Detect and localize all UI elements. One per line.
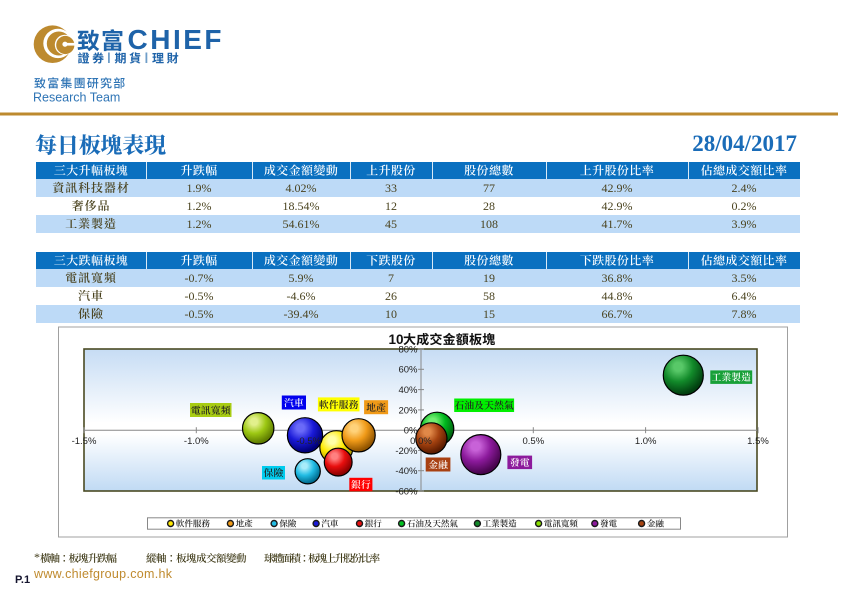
svg-text:42.9%: 42.9% (602, 199, 633, 213)
svg-text:-40%: -40% (395, 466, 418, 477)
svg-text:3.5%: 3.5% (732, 271, 757, 285)
svg-text:15: 15 (483, 307, 495, 321)
svg-text:*: * (34, 550, 40, 564)
svg-text:77: 77 (483, 181, 495, 195)
svg-text:7: 7 (388, 271, 394, 285)
svg-text:41.7%: 41.7% (602, 217, 633, 231)
svg-text:40%: 40% (398, 385, 418, 396)
svg-text:4.02%: 4.02% (286, 181, 317, 195)
svg-text:19: 19 (483, 271, 495, 285)
svg-text:3.9%: 3.9% (732, 217, 757, 231)
svg-text:6.4%: 6.4% (732, 289, 757, 303)
svg-text:33: 33 (385, 181, 397, 195)
svg-text:108: 108 (480, 217, 498, 231)
svg-text:28/04/2017: 28/04/2017 (692, 131, 797, 156)
svg-text:44.8%: 44.8% (602, 289, 633, 303)
svg-text:26: 26 (385, 289, 397, 303)
svg-text:42.9%: 42.9% (602, 181, 633, 195)
svg-text:54.61%: 54.61% (283, 217, 320, 231)
svg-text:0.2%: 0.2% (732, 199, 757, 213)
svg-text:0.0%: 0.0% (410, 436, 432, 447)
svg-text:1.2%: 1.2% (187, 217, 212, 231)
svg-text:5.9%: 5.9% (289, 271, 314, 285)
svg-text:CHIEF: CHIEF (128, 24, 225, 55)
svg-text:12: 12 (385, 199, 397, 213)
svg-text:28: 28 (483, 199, 495, 213)
svg-text:P.1: P.1 (15, 574, 30, 586)
svg-text:36.8%: 36.8% (602, 271, 633, 285)
svg-text:66.7%: 66.7% (602, 307, 633, 321)
svg-text:-39.4%: -39.4% (284, 307, 319, 321)
svg-text:7.8%: 7.8% (732, 307, 757, 321)
svg-text:-0.5%: -0.5% (185, 307, 214, 321)
svg-text:2.4%: 2.4% (732, 181, 757, 195)
svg-text:-4.6%: -4.6% (287, 289, 316, 303)
svg-text:-60%: -60% (395, 486, 418, 497)
svg-text:-1.5%: -1.5% (72, 436, 97, 447)
svg-text:58: 58 (483, 289, 495, 303)
svg-text:1.9%: 1.9% (187, 181, 212, 195)
svg-text:1.0%: 1.0% (635, 436, 657, 447)
svg-text:60%: 60% (398, 365, 418, 376)
svg-text:1.5%: 1.5% (747, 436, 769, 447)
svg-text:-1.0%: -1.0% (184, 436, 209, 447)
svg-text:Research Team: Research Team (33, 91, 120, 105)
svg-text:-0.7%: -0.7% (185, 271, 214, 285)
svg-text:80%: 80% (398, 344, 418, 355)
svg-text:45: 45 (385, 217, 397, 231)
svg-text:20%: 20% (398, 405, 418, 416)
svg-text:1.2%: 1.2% (187, 199, 212, 213)
svg-text:10: 10 (389, 332, 404, 347)
svg-text:-20%: -20% (395, 446, 418, 457)
svg-text:-0.5%: -0.5% (185, 289, 214, 303)
svg-text:0.5%: 0.5% (522, 436, 544, 447)
svg-text:www.chiefgroup.com.hk: www.chiefgroup.com.hk (33, 567, 173, 581)
svg-text:-0.5%: -0.5% (296, 436, 321, 447)
svg-text:18.54%: 18.54% (283, 199, 320, 213)
svg-text:10: 10 (385, 307, 397, 321)
svg-text:0%: 0% (404, 426, 418, 437)
